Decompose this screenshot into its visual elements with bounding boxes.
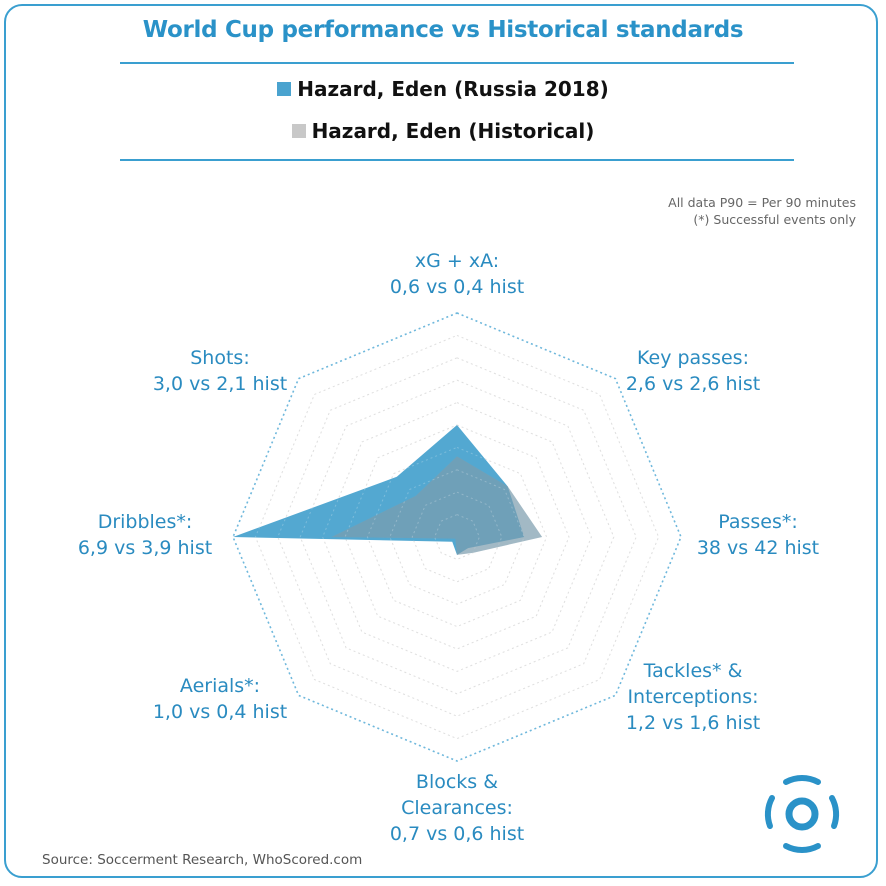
grid-ring-overlay-4 xyxy=(366,446,548,628)
legend-swatch-historical xyxy=(291,124,306,138)
legend-label-worldcup: Hazard, Eden (Russia 2018) xyxy=(297,77,609,101)
axis-label-shots: Shots: 3,0 vs 2,1 hist xyxy=(130,345,310,397)
axis-label-shots-value: 3,0 vs 2,1 hist xyxy=(152,373,288,395)
chart-title: World Cup performance vs Historical stan… xyxy=(142,17,744,43)
series-area-historical xyxy=(331,456,543,555)
grid-ring-overlay-2 xyxy=(411,491,503,583)
bottom-divider xyxy=(120,159,794,161)
grid-ring-9 xyxy=(254,334,660,740)
axis-label-passes-value: 38 vs 42 hist xyxy=(696,537,820,559)
axis-label-xg-xa: xG + xA: 0,6 vs 0,4 hist xyxy=(357,248,557,300)
axis-label-xg-xa-name: xG + xA: xyxy=(414,250,500,272)
axis-label-passes-name: Passes*: xyxy=(718,511,798,533)
axis-label-key-passes: Key passes: 2,6 vs 2,6 hist xyxy=(598,345,788,397)
axis-label-shots-name: Shots: xyxy=(190,347,250,369)
grid-ring-7 xyxy=(299,379,615,695)
axis-label-blocks: Blocks & Clearances: 0,7 vs 0,6 hist xyxy=(357,769,557,847)
grid-ring-overlay-9 xyxy=(254,334,660,740)
note-p90: All data P90 = Per 90 minutes xyxy=(668,195,856,210)
axis-label-aerials-name: Aerials*: xyxy=(179,675,261,697)
grid-ring-6 xyxy=(322,402,592,672)
axis-label-dribbles-value: 6,9 vs 3,9 hist xyxy=(77,537,213,559)
axis-label-tackles-value: 1,2 vs 1,6 hist xyxy=(625,712,761,734)
legend-swatch-worldcup xyxy=(277,82,292,96)
grid-ring-10 xyxy=(232,312,682,762)
data-note: All data P90 = Per 90 minutes (*) Succes… xyxy=(668,194,856,228)
axis-label-dribbles: Dribbles*: 6,9 vs 3,9 hist xyxy=(60,509,230,561)
series-overlap-historical xyxy=(331,456,543,555)
axis-label-blocks-name2: Clearances: xyxy=(401,797,513,819)
grid-ring-4 xyxy=(366,446,548,628)
axis-label-dribbles-name: Dribbles*: xyxy=(97,511,193,533)
axis-label-blocks-value: 0,7 vs 0,6 hist xyxy=(389,823,525,845)
axis-label-passes: Passes*: 38 vs 42 hist xyxy=(676,509,840,561)
axis-label-xg-xa-value: 0,6 vs 0,4 hist xyxy=(389,276,525,298)
source-note: Source: Soccerment Research, WhoScored.c… xyxy=(42,852,363,868)
soccerment-logo-icon xyxy=(764,775,840,853)
note-successful: (*) Successful events only xyxy=(693,212,856,227)
axis-label-aerials-value: 1,0 vs 0,4 hist xyxy=(152,701,288,723)
grid-ring-3 xyxy=(389,469,525,605)
axis-label-tackles-name: Tackles* & xyxy=(643,660,743,682)
legend-item-worldcup: Hazard, Eden (Russia 2018) xyxy=(0,77,886,101)
axis-label-tackles: Tackles* & Interceptions: 1,2 vs 1,6 his… xyxy=(598,658,788,736)
grid-ring-overlay-6 xyxy=(322,402,592,672)
top-divider xyxy=(120,62,794,64)
grid-ring-overlay-7 xyxy=(299,379,615,695)
grid-ring-overlay-3 xyxy=(389,469,525,605)
grid-ring-overlay-5 xyxy=(344,424,570,650)
axis-label-key-passes-value: 2,6 vs 2,6 hist xyxy=(625,373,761,395)
grid-ring-5 xyxy=(344,424,570,650)
legend-label-historical: Hazard, Eden (Historical) xyxy=(311,119,595,143)
legend-item-historical: Hazard, Eden (Historical) xyxy=(0,119,886,143)
axis-label-key-passes-name: Key passes: xyxy=(637,347,749,369)
axis-label-blocks-name: Blocks & xyxy=(415,771,499,793)
axis-label-aerials: Aerials*: 1,0 vs 0,4 hist xyxy=(130,673,310,725)
axis-label-tackles-name2: Interceptions: xyxy=(627,686,759,708)
